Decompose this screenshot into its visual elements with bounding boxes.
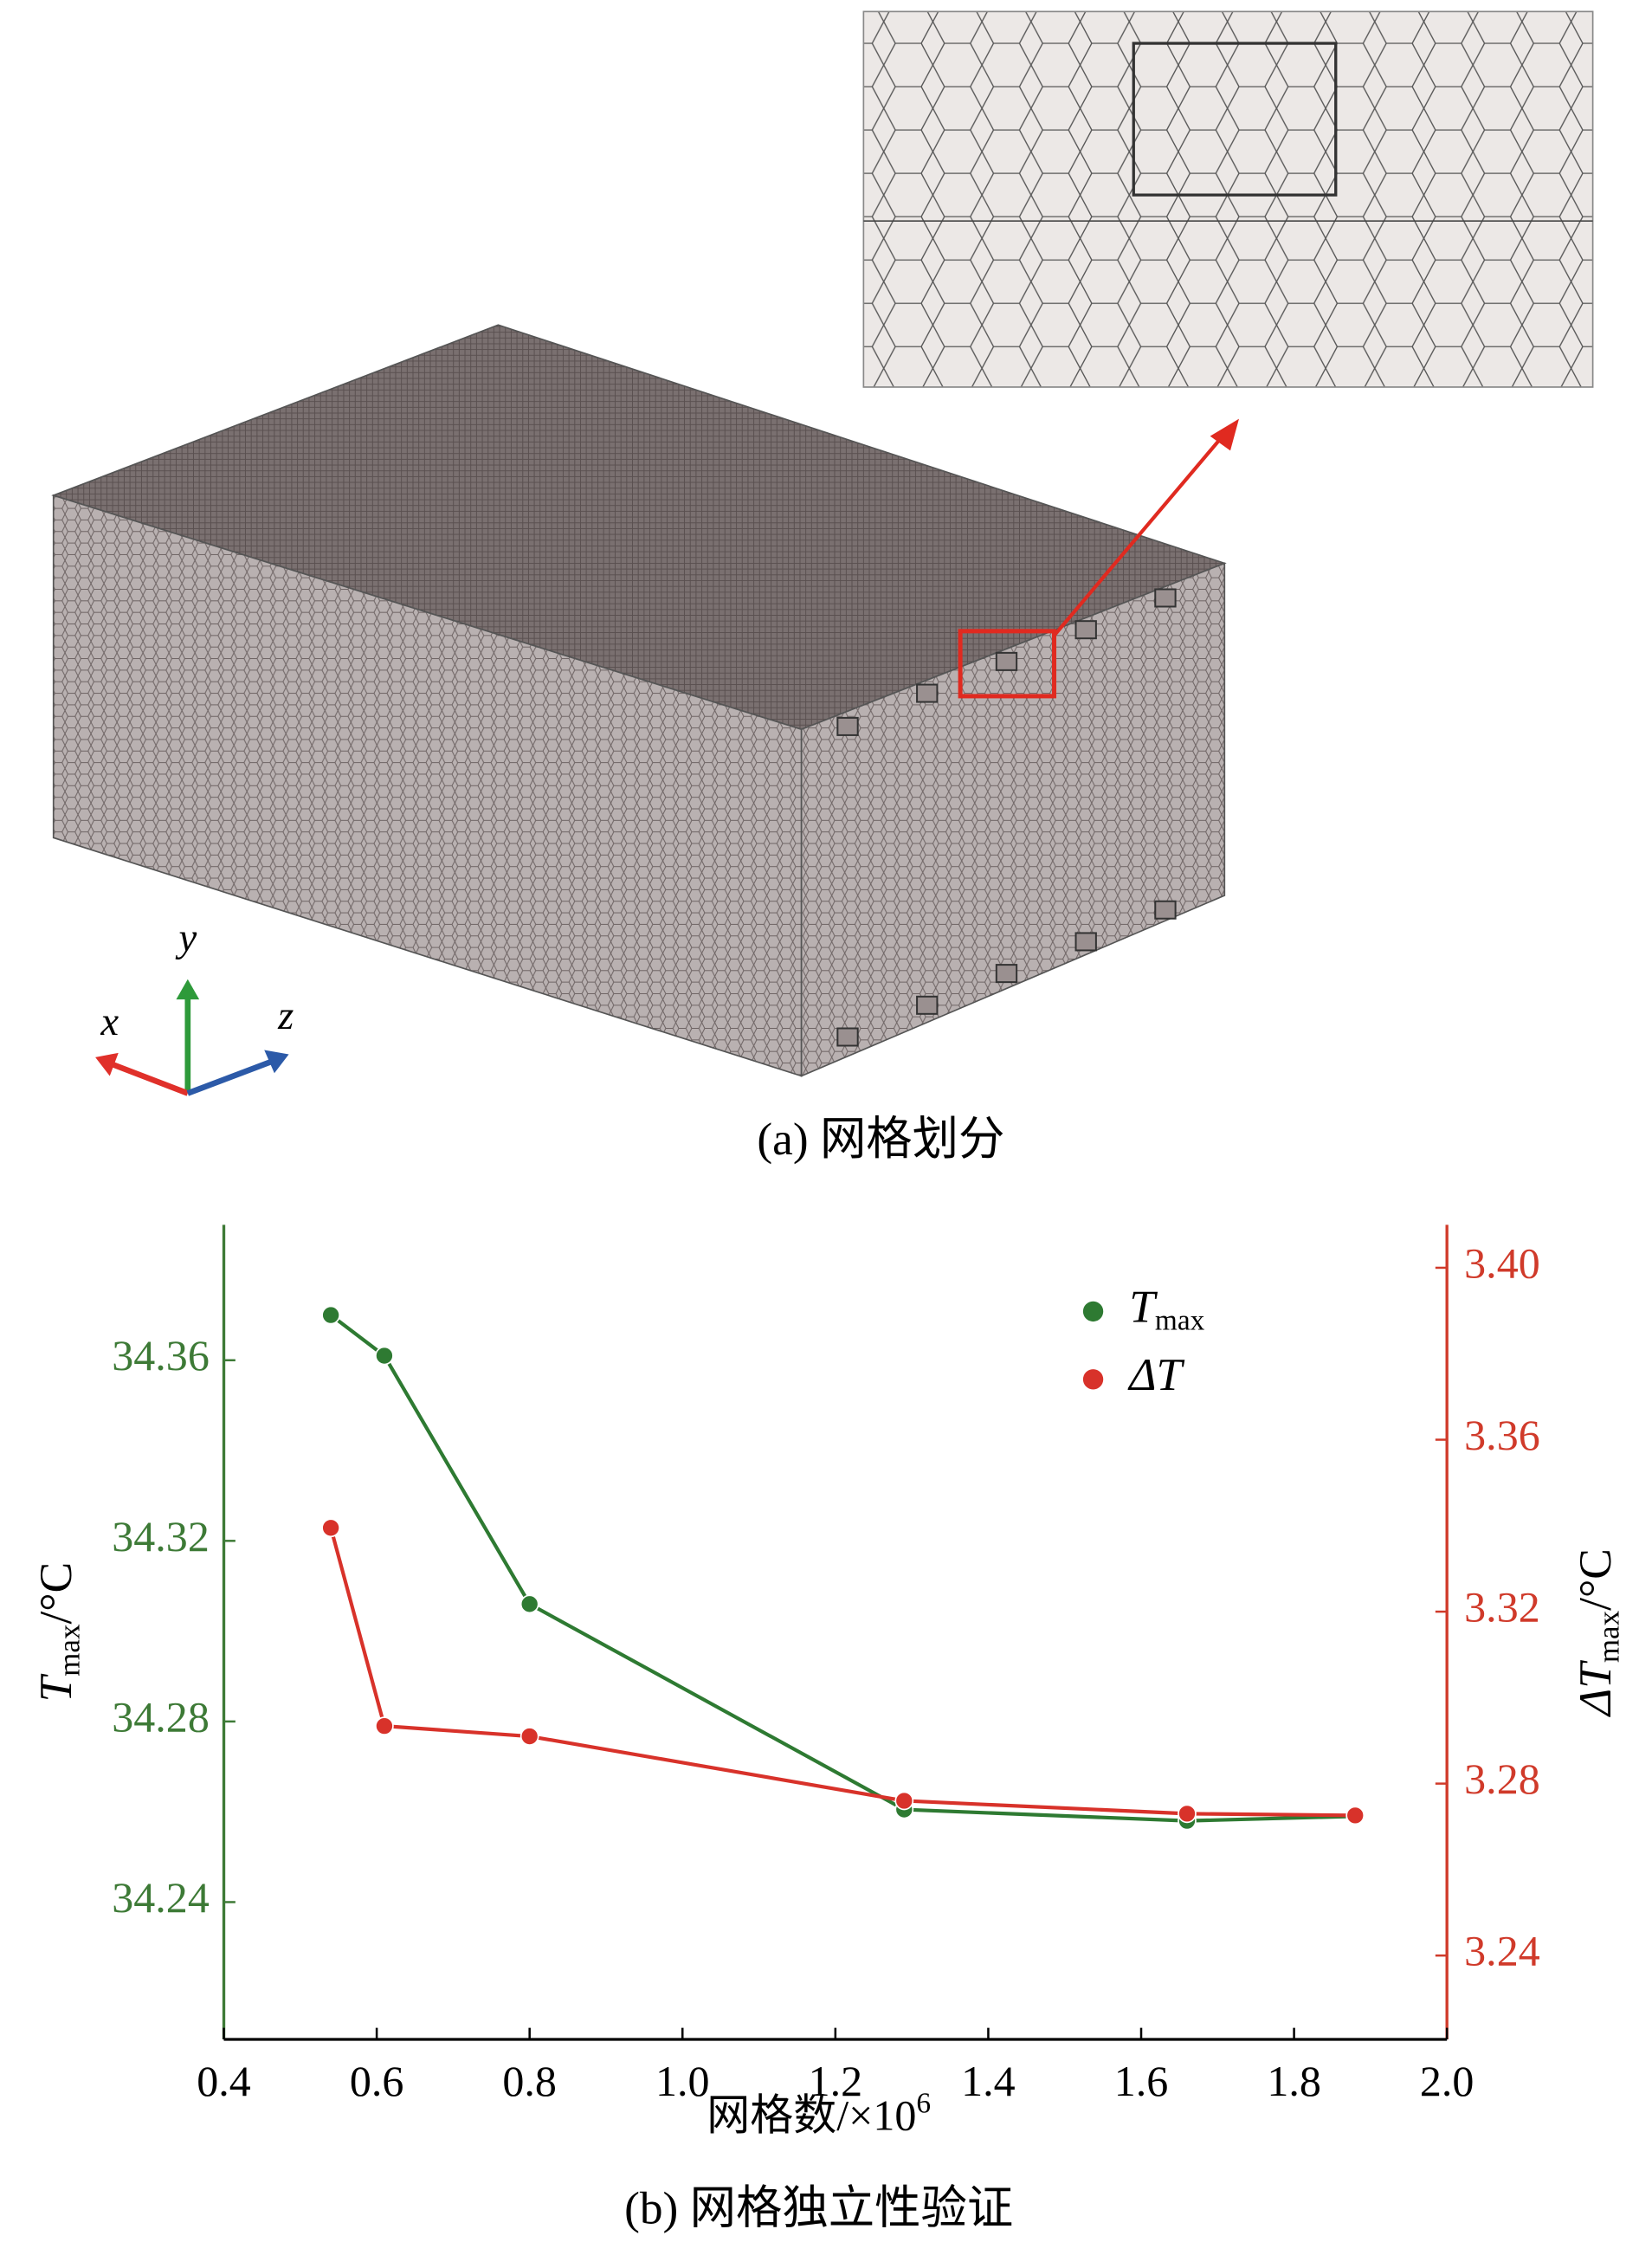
series-line — [329, 1313, 1356, 1823]
channels — [836, 588, 1177, 1047]
zoom-arrow — [1052, 429, 1229, 637]
y-tick-label: 34.28 — [112, 1692, 210, 1741]
arrow-head — [1210, 418, 1240, 451]
x-tick-label: 0.8 — [502, 2057, 557, 2105]
y2-axis-label: ΔTmax/°C — [1569, 1548, 1625, 1717]
data-point — [1345, 1806, 1365, 1825]
y2-tick-label: 3.28 — [1464, 1754, 1540, 1803]
legend-text: T — [1129, 1281, 1158, 1333]
label-sub: max — [1591, 1610, 1625, 1663]
x-tick-label: 0.6 — [350, 2057, 404, 2105]
inset-channel — [1132, 42, 1338, 197]
legend-label: ΔT — [1127, 1348, 1184, 1400]
axis-x-arrow — [111, 1062, 190, 1096]
box-side — [800, 562, 1226, 1077]
legend-marker — [1082, 1369, 1104, 1390]
zoom-box — [958, 629, 1057, 699]
arrow-head — [176, 979, 200, 1000]
arrow-head — [264, 1050, 289, 1074]
legend-label: Tmax — [1129, 1281, 1204, 1337]
data-point — [1178, 1804, 1197, 1824]
x-tick-label: 1.4 — [961, 2057, 1016, 2105]
y2-tick-label: 3.24 — [1464, 1927, 1540, 1975]
axis-label: x — [100, 999, 119, 1044]
x-axis-label: 网格数/×106 — [707, 2087, 931, 2140]
legend-sub: max — [1155, 1304, 1205, 1336]
y2-tick-label: 3.40 — [1464, 1238, 1540, 1287]
arrow-head — [95, 1052, 119, 1076]
axis-label: z — [277, 993, 294, 1038]
y-tick-label: 34.36 — [112, 1331, 210, 1380]
data-point — [375, 1346, 394, 1366]
inset — [862, 10, 1594, 388]
label-unit: /°C — [29, 1562, 81, 1625]
label-unit: /°C — [1569, 1548, 1621, 1611]
y-axis-label: Tmax/°C — [29, 1562, 86, 1703]
data-point — [321, 1305, 340, 1325]
label-sup: 6 — [916, 2087, 931, 2119]
caption: (b) 网格独立性验证 — [624, 2181, 1013, 2233]
y2-tick-label: 3.32 — [1464, 1583, 1540, 1632]
y-tick-label: 34.32 — [112, 1512, 210, 1560]
data-point — [519, 1594, 539, 1614]
data-point — [321, 1518, 340, 1538]
axis-z-arrow — [186, 1058, 273, 1096]
x-tick-label: 2.0 — [1420, 2057, 1474, 2105]
y-tick-label: 34.24 — [112, 1873, 210, 1922]
data-point — [375, 1716, 394, 1735]
legend-marker — [1082, 1301, 1104, 1322]
x-tick-label: 1.0 — [655, 2057, 710, 2105]
x-tick-label: 1.8 — [1267, 2057, 1321, 2105]
y2-tick-label: 3.36 — [1464, 1411, 1540, 1459]
x-tick-label: 1.2 — [809, 2057, 863, 2105]
legend-text: ΔT — [1127, 1348, 1184, 1400]
mesh-illustration: x y z (a) 网格划分 — [51, 10, 1594, 1165]
x-tick-label: 1.6 — [1114, 2057, 1169, 2105]
label-text: T — [29, 1674, 81, 1703]
caption: (a) 网格划分 — [757, 1113, 1004, 1165]
data-point — [894, 1791, 914, 1811]
data-point — [519, 1727, 539, 1746]
label-sub: max — [52, 1624, 86, 1677]
axis-label: y — [175, 915, 197, 960]
x-tick-label: 0.4 — [197, 2057, 251, 2105]
label-text: ΔT — [1569, 1660, 1621, 1717]
series-line — [329, 1527, 1356, 1818]
label-text: 网格数/×10 — [707, 2091, 916, 2140]
